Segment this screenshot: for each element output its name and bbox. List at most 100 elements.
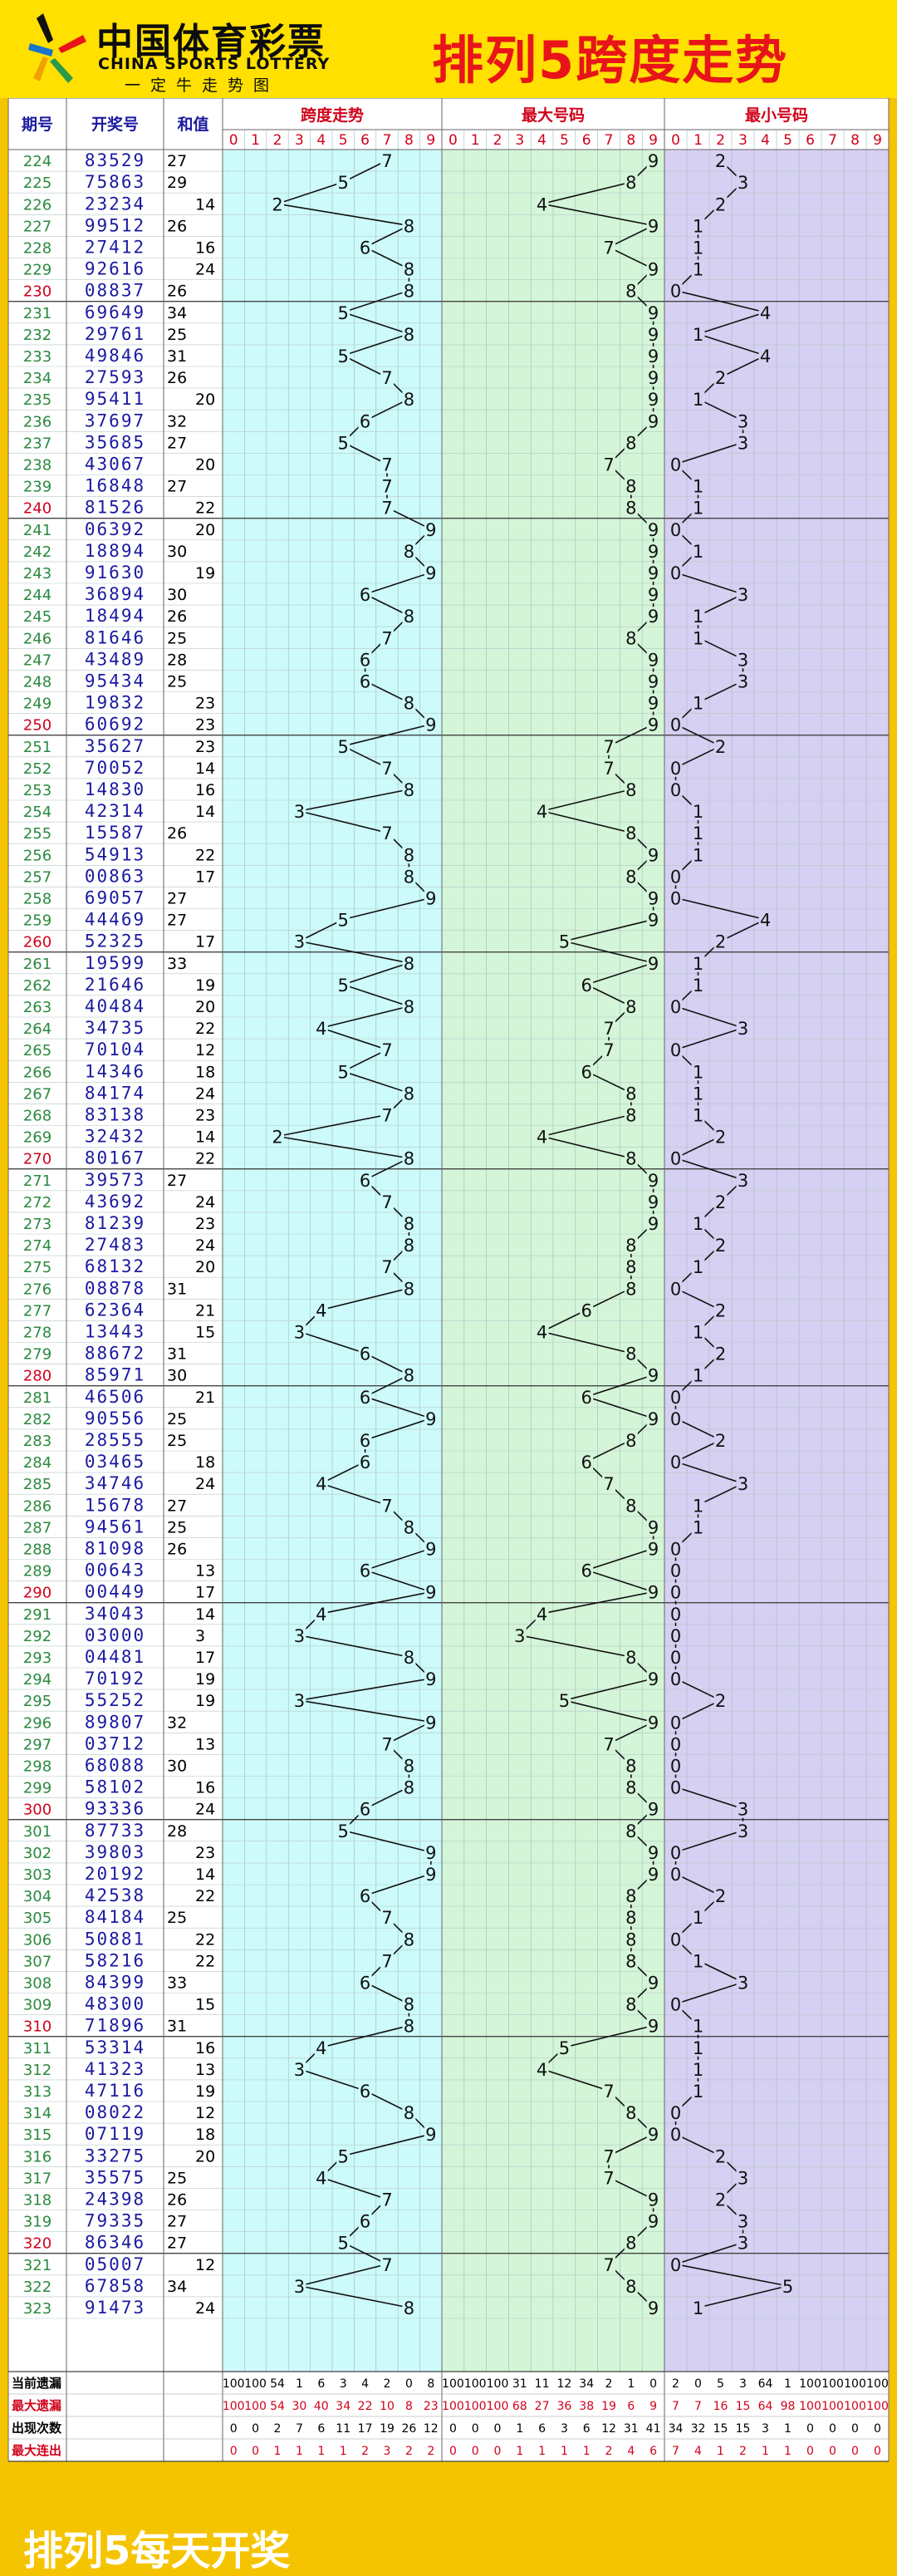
min-point-bg [691,1084,705,1103]
min-point: 2 [715,1345,726,1364]
span-point: 8 [404,2103,414,2123]
period-cell: 280 [23,1368,51,1385]
min-point: 2 [715,2146,726,2166]
period-cell: 289 [23,1563,51,1581]
min-point: 3 [738,173,748,193]
stats-value: 0 [829,2445,836,2458]
max-point-bg [646,1713,660,1732]
stats-value: 1 [296,2445,303,2458]
max-point-bg [602,758,615,777]
min-point: 3 [738,1800,748,1820]
span-point-bg [424,1842,438,1861]
digit-header: 0 [671,132,680,149]
span-point: 6 [360,1431,370,1451]
span-point: 5 [338,303,349,323]
min-point-bg [691,216,705,235]
stats-value: 1 [296,2377,303,2391]
number-cell: 41323 [85,2059,145,2079]
period-cell: 282 [23,1411,51,1428]
span-point: 7 [381,477,392,497]
number-cell: 35627 [85,736,145,756]
span-point-bg [336,2146,350,2166]
span-point-bg [358,1886,372,1905]
stats-value: 54 [270,2377,285,2391]
max-point-bg [646,671,660,691]
max-point: 7 [603,1474,614,1494]
min-point: 1 [693,802,703,822]
span-point: 8 [404,1366,414,1386]
min-point: 0 [670,1865,681,1885]
min-point-bg [669,1279,683,1298]
span-point: 6 [360,1886,370,1906]
stats-value: 32 [691,2422,706,2436]
span-point-bg [424,1864,438,1883]
digit-header: 4 [537,132,547,149]
max-point: 8 [625,1105,636,1125]
max-point: 8 [625,1236,636,1256]
stats-value: 1 [317,2445,325,2458]
min-point-bg [736,411,750,430]
span-point-bg [402,845,416,864]
max-point-bg [646,368,660,387]
min-point-bg [669,1387,683,1406]
stats-value: 0 [649,2377,657,2391]
min-point: 1 [693,499,703,519]
span-point: 8 [404,1930,414,1949]
span-point: 8 [404,1279,414,1299]
stats-value: 0 [472,2445,479,2458]
span-point-bg [358,238,372,257]
stats-label: 最大遗漏 [12,2398,61,2413]
period-cell: 225 [23,175,51,192]
span-point: 5 [338,737,349,757]
min-point: 0 [670,1734,681,1754]
period-cell: 321 [23,2257,51,2274]
period-cell: 318 [23,2191,51,2209]
span-point: 7 [381,1192,392,1212]
span-point-bg [314,1604,328,1623]
max-point-bg [557,1691,571,1710]
min-point: 2 [715,151,726,171]
max-point: 8 [625,433,636,453]
max-point: 9 [648,411,659,431]
span-point-bg [358,671,372,691]
number-cell: 95434 [85,671,145,691]
period-cell: 297 [23,1736,51,1753]
max-point: 9 [648,1973,659,1993]
min-point: 0 [670,2125,681,2145]
stats-value: 3 [340,2377,347,2391]
stats-value: 26 [401,2422,416,2436]
sum-cell: 25 [167,326,187,344]
sum-cell: 33 [167,955,187,973]
stats-value: 0 [494,2445,502,2458]
max-point: 7 [603,2146,614,2166]
span-point: 9 [425,1865,436,1885]
span-point-bg [424,1408,438,1428]
span-point-bg [336,346,350,365]
min-point-bg [691,324,705,343]
min-point-bg [691,1908,705,1927]
sum-cell: 14 [195,1605,215,1624]
max-point: 9 [648,1865,659,1885]
span-point-bg [358,1344,372,1363]
number-cell: 27483 [85,1235,145,1255]
span-point-bg [380,1908,394,1927]
span-point-bg [292,1322,306,1341]
stats-label: 当前遗漏 [12,2376,61,2391]
sum-cell: 18 [195,2126,215,2144]
min-point: 1 [693,216,703,236]
max-point: 9 [648,2125,659,2145]
span-point-bg [336,433,350,452]
max-point: 4 [537,802,547,822]
min-point: 0 [670,2255,681,2275]
min-point: 1 [693,1214,703,1234]
digit-header: 5 [783,132,792,149]
min-point-bg [669,1453,683,1472]
max-point: 4 [537,1128,547,1148]
min-point: 0 [670,759,681,779]
min-point: 1 [693,954,703,974]
sum-cell: 20 [195,391,215,409]
span-point-bg [358,650,372,669]
stats-value: 22 [358,2400,373,2413]
period-cell: 232 [23,327,51,344]
span-point: 8 [404,1995,414,2015]
